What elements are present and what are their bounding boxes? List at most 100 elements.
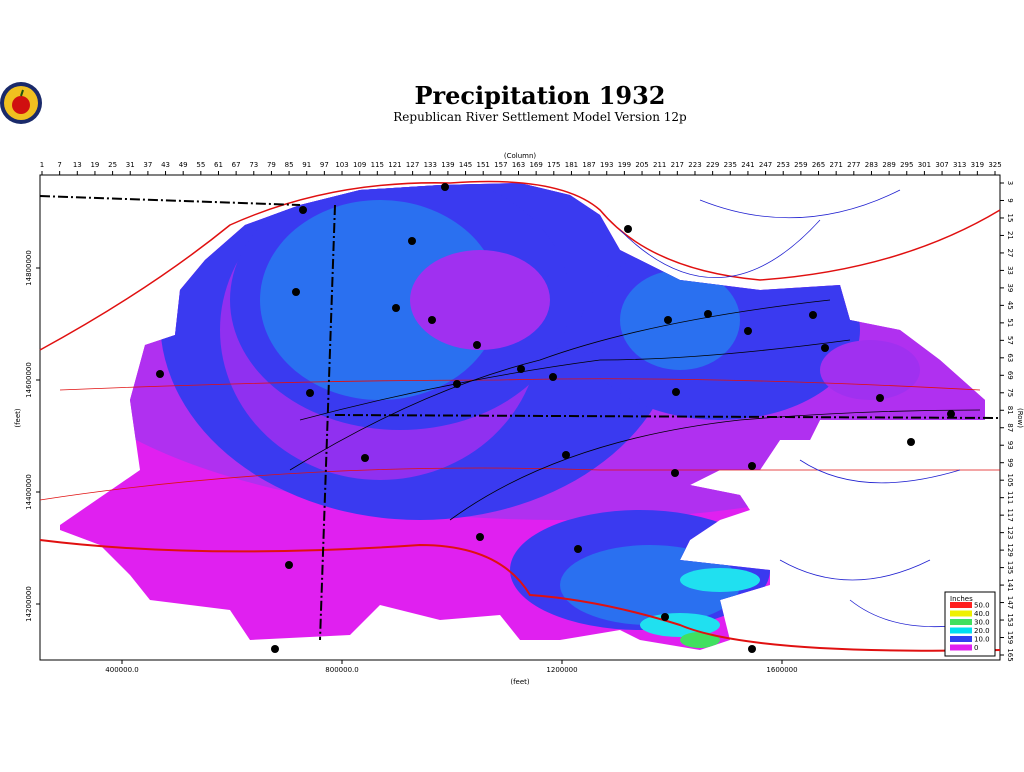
- column-tick-label: 319: [971, 161, 984, 169]
- column-tick-label: 25: [108, 161, 117, 169]
- column-tick-label: 91: [302, 161, 311, 169]
- column-tick-label: 307: [935, 161, 948, 169]
- y-tick-label: 14800000: [25, 250, 33, 286]
- row-tick-label: 99: [1006, 458, 1014, 467]
- column-tick-label: 127: [406, 161, 419, 169]
- title: Precipitation 1932: [414, 81, 665, 110]
- bottom-axis-label: (feet): [510, 678, 530, 686]
- column-tick-label: 181: [565, 161, 578, 169]
- row-tick-label: 15: [1006, 214, 1014, 223]
- column-tick-label: 229: [706, 161, 719, 169]
- legend-swatch: [950, 602, 972, 608]
- row-tick-label: 87: [1006, 423, 1014, 432]
- row-tick-label: 123: [1006, 526, 1014, 539]
- row-tick-label: 3: [1006, 181, 1014, 185]
- column-tick-label: 13: [73, 161, 82, 169]
- column-tick-label: 19: [90, 161, 99, 169]
- column-tick-label: 325: [988, 161, 1001, 169]
- row-tick-label: 165: [1006, 648, 1014, 661]
- column-tick-label: 1: [40, 161, 44, 169]
- right-axis-label: (Row): [1016, 408, 1024, 428]
- y-tick-label: 14200000: [25, 586, 33, 622]
- row-tick-label: 45: [1006, 301, 1014, 310]
- column-tick-label: 277: [847, 161, 860, 169]
- legend-label: 30.0: [974, 619, 990, 627]
- column-tick-label: 7: [57, 161, 61, 169]
- column-tick-label: 43: [161, 161, 170, 169]
- column-tick-label: 151: [477, 161, 490, 169]
- column-tick-label: 145: [459, 161, 472, 169]
- legend-label: 10.0: [974, 636, 990, 644]
- x-tick-label: 400000.0: [105, 666, 138, 674]
- column-tick-label: 103: [335, 161, 348, 169]
- column-tick-label: 289: [882, 161, 895, 169]
- column-tick-label: 217: [671, 161, 684, 169]
- row-tick-label: 33: [1006, 266, 1014, 275]
- column-tick-label: 139: [441, 161, 454, 169]
- row-tick-label: 141: [1006, 578, 1014, 591]
- column-tick-label: 67: [232, 161, 241, 169]
- column-tick-label: 121: [388, 161, 401, 169]
- row-tick-label: 147: [1006, 596, 1014, 609]
- row-tick-label: 69: [1006, 371, 1014, 380]
- row-tick-label: 93: [1006, 441, 1014, 450]
- column-tick-label: 85: [285, 161, 294, 169]
- row-tick-label: 81: [1006, 406, 1014, 415]
- legend-label: 50.0: [974, 602, 990, 610]
- map-area: [39, 174, 1001, 661]
- y-tick-label: 14600000: [25, 362, 33, 398]
- legend-swatch: [950, 619, 972, 625]
- row-tick-label: 117: [1006, 508, 1014, 521]
- legend-label: 40.0: [974, 610, 990, 618]
- y-tick-label: 14400000: [25, 474, 33, 510]
- row-tick-label: 111: [1006, 491, 1014, 504]
- column-tick-label: 241: [741, 161, 754, 169]
- row-tick-label: 39: [1006, 283, 1014, 292]
- row-tick-label: 159: [1006, 631, 1014, 644]
- legend-swatch: [950, 636, 972, 642]
- row-tick-label: 129: [1006, 543, 1014, 556]
- column-tick-label: 157: [494, 161, 507, 169]
- column-tick-label: 31: [126, 161, 135, 169]
- legend-title: Inches: [950, 595, 973, 603]
- x-tick-label: 800000.0: [325, 666, 358, 674]
- column-tick-label: 55: [196, 161, 205, 169]
- column-tick-label: 37: [143, 161, 152, 169]
- subtitle: Republican River Settlement Model Versio…: [393, 110, 687, 124]
- column-tick-label: 73: [249, 161, 258, 169]
- column-tick-label: 301: [918, 161, 931, 169]
- row-tick-label: 135: [1006, 561, 1014, 574]
- column-tick-label: 169: [529, 161, 542, 169]
- row-tick-label: 21: [1006, 231, 1014, 240]
- legend-label: 20.0: [974, 627, 990, 635]
- row-tick-label: 63: [1006, 353, 1014, 362]
- column-tick-label: 97: [320, 161, 329, 169]
- column-tick-label: 49: [179, 161, 188, 169]
- legend-swatch: [950, 610, 972, 617]
- column-tick-label: 283: [865, 161, 878, 169]
- column-tick-label: 79: [267, 161, 276, 169]
- column-tick-label: 295: [900, 161, 913, 169]
- column-tick-label: 253: [777, 161, 790, 169]
- column-tick-label: 61: [214, 161, 223, 169]
- legend-label: 0: [974, 644, 978, 652]
- column-tick-label: 265: [812, 161, 825, 169]
- left-axis-label: (feet): [14, 408, 22, 428]
- column-tick-label: 175: [547, 161, 560, 169]
- row-tick-label: 75: [1006, 388, 1014, 397]
- row-tick-label: 9: [1006, 198, 1014, 202]
- column-tick-label: 133: [424, 161, 437, 169]
- column-tick-label: 271: [829, 161, 842, 169]
- legend-swatch: [950, 644, 972, 651]
- column-tick-label: 199: [618, 161, 631, 169]
- x-tick-label: 1200000: [546, 666, 577, 674]
- column-tick-label: 193: [600, 161, 613, 169]
- column-tick-label: 205: [635, 161, 648, 169]
- column-tick-label: 247: [759, 161, 772, 169]
- column-tick-label: 223: [688, 161, 701, 169]
- legend-swatch: [950, 627, 972, 634]
- column-tick-label: 211: [653, 161, 666, 169]
- row-tick-label: 153: [1006, 613, 1014, 626]
- row-tick-label: 51: [1006, 318, 1014, 327]
